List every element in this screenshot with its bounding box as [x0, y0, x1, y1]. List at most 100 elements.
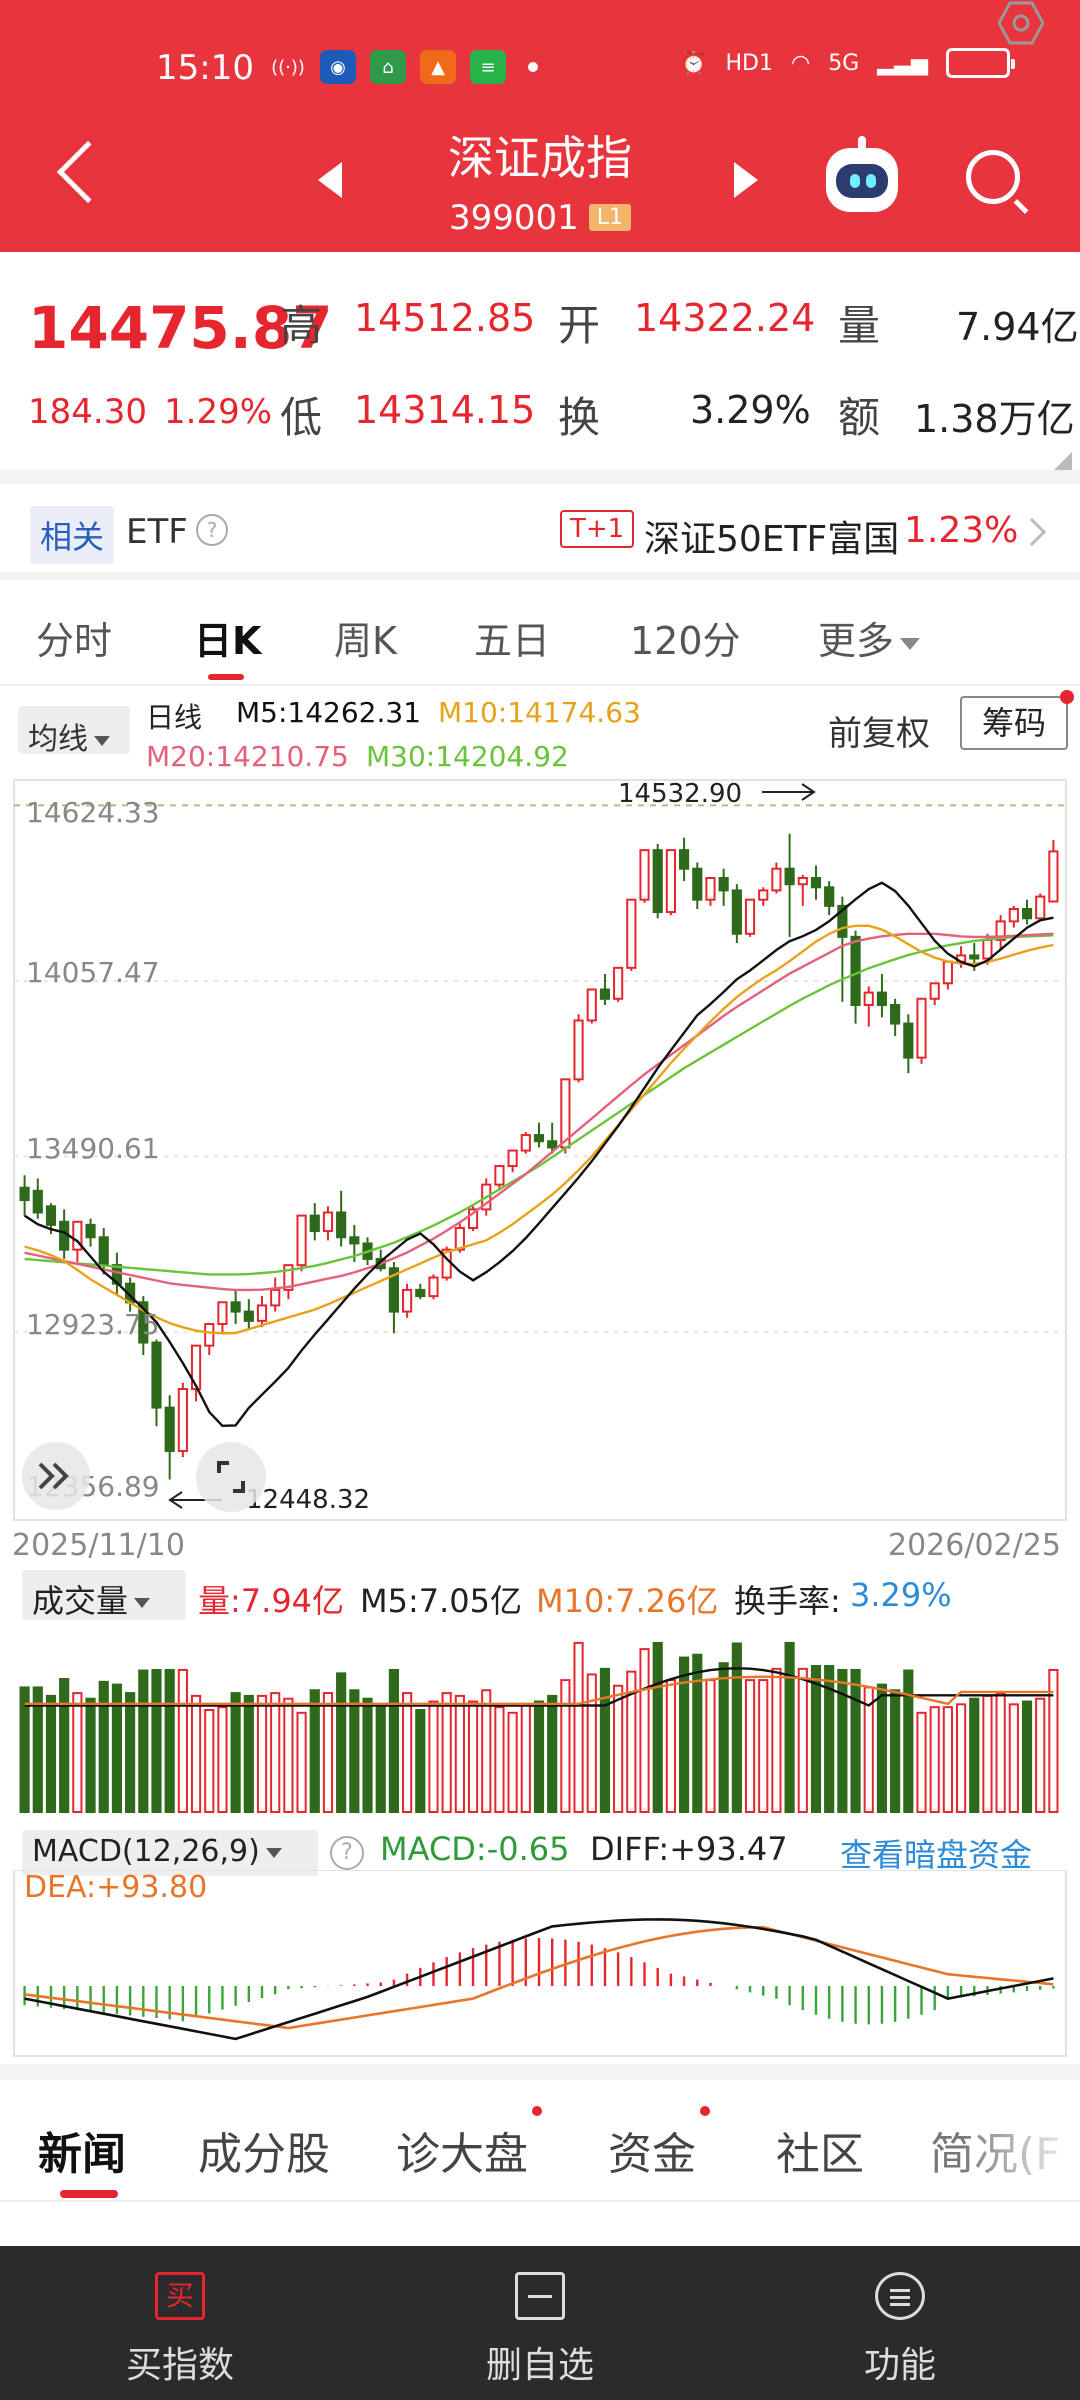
- candle-body: [705, 877, 716, 901]
- tab-more[interactable]: 更多: [818, 610, 921, 665]
- turnover-label: 换手率:: [734, 1582, 841, 1620]
- volume-bar: [916, 1711, 927, 1813]
- tab-community[interactable]: 社区: [776, 2129, 864, 2180]
- search-icon[interactable]: [966, 150, 1020, 204]
- kline-chart[interactable]: 14624.33 14057.47 13490.61 12923.75 1235…: [0, 778, 1080, 1528]
- status-time: 15:10: [156, 48, 254, 88]
- flag-app-icon: ▲: [420, 50, 456, 84]
- notification-dot: [532, 2106, 542, 2116]
- active-tab-underline: [60, 2190, 118, 2198]
- ma-select-button[interactable]: 均线: [18, 706, 130, 757]
- candle-body: [652, 849, 663, 914]
- related-etf-row[interactable]: 相关 ETF ? T+1 深证50ETF富国 1.23%: [0, 484, 1080, 580]
- candle-body: [784, 867, 795, 886]
- tab-five-day[interactable]: 五日: [474, 619, 551, 663]
- volume-bar: [322, 1692, 334, 1813]
- help-icon[interactable]: ?: [196, 514, 228, 546]
- tab-constituents[interactable]: 成分股: [198, 2129, 330, 2180]
- tab-intraday[interactable]: 分时: [36, 619, 113, 663]
- dark-pool-link[interactable]: 查看暗盘资金: [840, 1836, 1033, 1874]
- kline-frame: [13, 779, 1067, 1521]
- home-app-icon: ⌂: [370, 50, 406, 84]
- cell-signal-icon: ▂▃▅: [877, 50, 928, 76]
- remove-watchlist-button[interactable]: 删自选: [390, 2246, 690, 2400]
- candle-body: [415, 1288, 426, 1298]
- macd-chart: [13, 1870, 1067, 2057]
- candle-body: [349, 1236, 360, 1245]
- buy-icon: 买: [155, 2272, 205, 2320]
- volume-bar: [850, 1668, 861, 1813]
- settings-hexagon-icon[interactable]: [998, 0, 1044, 46]
- prev-index-icon[interactable]: [318, 162, 342, 198]
- candle-body: [665, 849, 676, 914]
- chips-button[interactable]: 筹码: [960, 696, 1068, 750]
- tab-weekly-k[interactable]: 周K: [334, 619, 397, 663]
- content-tabs: 新闻 成分股 诊大盘 资金 社区 简况(F: [0, 2080, 1080, 2200]
- volume-bar: [890, 1689, 901, 1813]
- candle-body: [1048, 850, 1059, 903]
- candle-body: [599, 988, 611, 1000]
- divider: [0, 684, 1080, 686]
- tab-funds[interactable]: 资金: [608, 2129, 696, 2180]
- bank-app-icon: ◉: [320, 50, 356, 84]
- next-index-icon[interactable]: [734, 162, 758, 198]
- turnover-value: 3.29%: [690, 388, 811, 432]
- help-icon[interactable]: ?: [330, 1836, 364, 1870]
- candle-body: [850, 935, 861, 1006]
- volume-bar: [520, 1703, 531, 1813]
- candle-body: [639, 849, 650, 901]
- tab-120min[interactable]: 120分: [630, 619, 741, 663]
- volume-bar: [995, 1692, 1006, 1813]
- expand-corner-icon[interactable]: [1054, 452, 1072, 470]
- macd-select-button[interactable]: MACD(12,26,9): [22, 1830, 318, 1876]
- tab-daily-k[interactable]: 日K: [194, 619, 262, 663]
- menu-circle-icon: [875, 2272, 925, 2320]
- candle-body: [494, 1165, 505, 1186]
- adjust-forward-toggle[interactable]: 前复权: [828, 714, 930, 754]
- volume-select-button[interactable]: 成交量: [22, 1570, 186, 1620]
- tab-market-diagnosis[interactable]: 诊大盘: [396, 2129, 528, 2180]
- volume-label: 量: [838, 301, 881, 350]
- kline-grid: [14, 804, 1066, 1334]
- volume-bar: [665, 1679, 676, 1814]
- candle-body: [138, 1301, 149, 1344]
- volume-bar: [349, 1689, 360, 1813]
- candle-body: [309, 1214, 320, 1233]
- ai-robot-icon[interactable]: [826, 136, 898, 212]
- fullscreen-button[interactable]: [196, 1442, 266, 1512]
- ma-select-label: 均线: [28, 722, 88, 757]
- candle-body: [454, 1226, 465, 1251]
- volume-bar: [929, 1706, 940, 1813]
- candle-body: [824, 886, 835, 907]
- volume-bar: [481, 1689, 492, 1813]
- functions-button[interactable]: 功能: [750, 2246, 1050, 2400]
- volume-bar: [428, 1700, 439, 1813]
- candle-body: [507, 1149, 518, 1168]
- volume-m5-line: [24, 1667, 1054, 1707]
- candle-body: [797, 877, 808, 886]
- candle-body: [969, 954, 980, 960]
- ma30-legend: M30:14204.92: [366, 740, 569, 773]
- divider: [0, 470, 1080, 486]
- ma10-line: [24, 924, 1054, 1335]
- notification-dot: [700, 2106, 710, 2116]
- volume-bar: [98, 1680, 109, 1813]
- index-code: 399001: [448, 197, 579, 238]
- turnover-value: 3.29%: [850, 1576, 952, 1614]
- related-tag: 相关: [30, 506, 115, 564]
- volume-m5: M5:7.05亿: [360, 1582, 523, 1620]
- volume-bar: [243, 1694, 254, 1813]
- volume-bar: [942, 1706, 953, 1813]
- volume-bar: [824, 1665, 835, 1813]
- candle-body: [758, 889, 769, 901]
- buy-index-button[interactable]: 买 买指数: [30, 2246, 330, 2400]
- volume-bar: [375, 1703, 386, 1813]
- candle-body: [402, 1288, 413, 1313]
- volume-bar: [810, 1665, 822, 1813]
- expand-left-button[interactable]: [22, 1442, 90, 1510]
- candle-body: [573, 1019, 584, 1081]
- candle-body: [744, 898, 756, 935]
- dea-value: DEA:+93.80: [24, 1870, 208, 1905]
- tab-news[interactable]: 新闻: [38, 2129, 126, 2180]
- volume-bar: [1048, 1668, 1059, 1813]
